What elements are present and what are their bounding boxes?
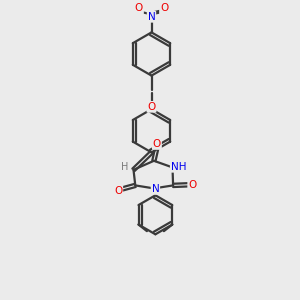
Text: O: O (147, 102, 156, 112)
Text: O: O (160, 3, 168, 14)
Text: H: H (121, 162, 128, 172)
Text: O: O (153, 139, 161, 149)
Text: O: O (114, 185, 122, 196)
Text: O: O (188, 180, 196, 190)
Text: NH: NH (171, 162, 186, 172)
Text: N: N (148, 12, 155, 22)
Text: N: N (152, 184, 159, 194)
Text: O: O (135, 3, 143, 14)
